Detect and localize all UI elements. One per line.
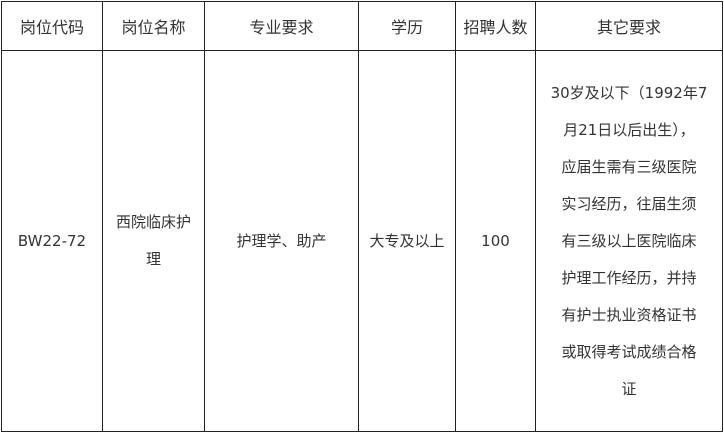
header-code: 岗位代码 [1, 1, 103, 51]
header-education: 学历 [358, 1, 456, 51]
table-row: BW22-72 西院临床护 理 护理学、助产 大专及以上 100 30岁及以下（… [1, 50, 723, 432]
other-line: 月21日以后出生）， [563, 120, 695, 139]
other-line: 应届生需有三级医院 [561, 157, 697, 176]
header-name: 岗位名称 [102, 1, 205, 51]
cell-education: 大专及以上 [358, 50, 456, 432]
name-line: 理 [145, 250, 161, 268]
other-line: 实习经历，往届生须 [561, 194, 697, 213]
other-line: 有护士执业资格证书 [561, 305, 697, 324]
other-line: 证 [621, 379, 637, 398]
other-line: 或取得考试成绩合格 [561, 342, 697, 361]
name-line: 西院临床护 [115, 213, 191, 231]
other-line: 护理工作经历，并持 [561, 268, 697, 287]
other-line: 有三级以上医院临床 [561, 231, 697, 250]
header-other: 其它要求 [535, 1, 723, 51]
cell-code: BW22-72 [1, 50, 103, 432]
header-major: 专业要求 [204, 1, 359, 51]
cell-major: 护理学、助产 [204, 50, 359, 432]
cell-count: 100 [455, 50, 536, 432]
other-line: 30岁及以下（1992年7 [550, 83, 708, 102]
cell-name: 西院临床护 理 [102, 50, 205, 432]
header-row: 岗位代码 岗位名称 专业要求 学历 招聘人数 其它要求 [1, 1, 723, 51]
cell-other: 30岁及以下（1992年7 月21日以后出生）， 应届生需有三级医院 实习经历，… [535, 50, 723, 432]
header-count: 招聘人数 [455, 1, 536, 51]
